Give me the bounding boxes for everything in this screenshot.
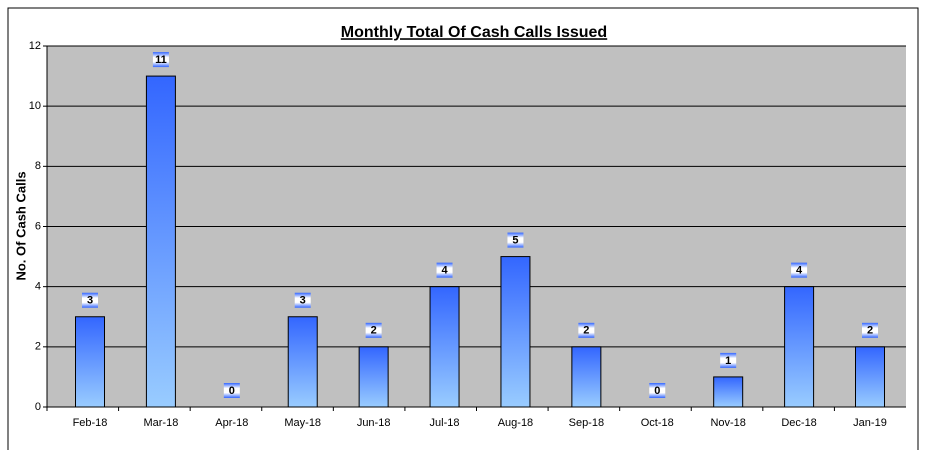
data-label: 11 <box>155 54 167 66</box>
data-label-box <box>152 52 169 68</box>
x-tick-label: Jul-18 <box>430 417 460 429</box>
data-label-box <box>294 292 311 308</box>
data-label: 3 <box>87 295 93 307</box>
y-tick-label: 0 <box>35 401 41 413</box>
data-label: 4 <box>441 265 448 277</box>
x-tick-label: Mar-18 <box>143 417 178 429</box>
data-label: 2 <box>371 325 377 337</box>
bar <box>75 316 105 408</box>
data-label: 1 <box>725 355 731 367</box>
x-tick-label: Nov-18 <box>710 417 745 429</box>
x-tick-label: Aug-18 <box>498 417 533 429</box>
chart-title: Monthly Total Of Cash Calls Issued <box>341 24 607 41</box>
bar <box>429 286 460 408</box>
data-label-box <box>223 383 240 398</box>
data-label-box <box>649 383 666 398</box>
bar <box>855 346 885 408</box>
data-label: 2 <box>867 325 873 337</box>
data-label-box <box>365 322 382 338</box>
data-label-box <box>720 352 737 368</box>
data-label: 0 <box>229 385 235 397</box>
data-label-box <box>82 292 98 308</box>
data-label: 0 <box>654 385 660 397</box>
data-label: 3 <box>300 295 306 307</box>
bar <box>571 346 602 408</box>
x-tick-label: Jun-18 <box>357 417 391 429</box>
y-tick-label: 4 <box>35 281 41 293</box>
bar <box>358 346 389 408</box>
x-tick-label: Jan-19 <box>853 417 887 429</box>
bar <box>784 286 815 408</box>
bar <box>500 256 531 408</box>
y-tick-label: 10 <box>29 100 41 112</box>
data-label: 4 <box>796 265 803 277</box>
y-tick-label: 8 <box>35 160 41 172</box>
bar <box>713 376 744 408</box>
y-tick-label: 2 <box>35 341 41 353</box>
y-axis-label: No. Of Cash Calls <box>13 171 28 280</box>
x-tick-label: Apr-18 <box>215 417 248 429</box>
data-label-box <box>507 232 524 248</box>
data-label-box <box>578 322 595 338</box>
bar <box>145 75 176 408</box>
x-tick-label: Sep-18 <box>569 417 604 429</box>
data-label: 5 <box>512 234 518 246</box>
x-tick-label: Dec-18 <box>781 417 816 429</box>
data-label-box <box>791 262 808 278</box>
y-tick-label: 6 <box>35 220 41 232</box>
data-label-box <box>862 322 878 338</box>
x-tick-label: Feb-18 <box>73 417 108 429</box>
x-tick-label: May-18 <box>284 417 321 429</box>
chart-border <box>7 7 919 450</box>
data-label: 2 <box>583 325 589 337</box>
x-tick-label: Oct-18 <box>641 417 674 429</box>
bar <box>287 316 318 408</box>
data-label-box <box>436 262 453 278</box>
y-tick-label: 12 <box>29 40 41 52</box>
